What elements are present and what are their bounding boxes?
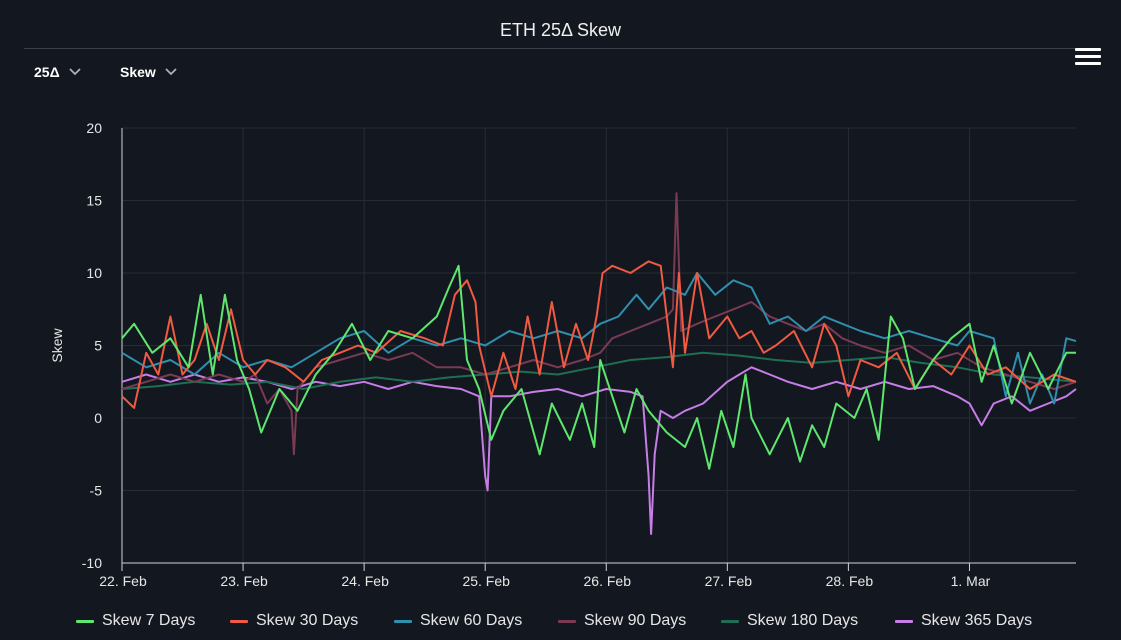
x-tick-label: 24. Feb [341, 573, 389, 589]
legend-swatch [895, 619, 913, 623]
chart-legend: Skew 7 Days Skew 30 Days Skew 60 Days Skew … [0, 612, 1121, 636]
legend-item[interactable]: Skew 365 Days [895, 612, 1032, 630]
title-divider [24, 48, 1076, 49]
legend-label: Skew 365 Days [921, 612, 1033, 629]
legend-label: Skew 60 Days [420, 612, 523, 629]
delta-dropdown-label: 25Δ [34, 64, 60, 80]
legend-swatch [394, 619, 412, 623]
series-line-skew-90-days [121, 192, 1077, 456]
x-tick-label: 28. Feb [826, 573, 874, 589]
y-tick-label: 0 [94, 410, 102, 426]
y-tick-label: 5 [94, 338, 102, 354]
y-tick-label: -5 [90, 483, 103, 499]
x-tick-label: 23. Feb [220, 573, 268, 589]
x-tick-label: 25. Feb [462, 573, 510, 589]
chevron-down-icon [165, 68, 177, 76]
legend-item[interactable]: Skew 30 Days [230, 612, 358, 630]
metric-dropdown-label: Skew [120, 64, 156, 80]
series-line-skew-60-days [121, 272, 1077, 405]
delta-dropdown[interactable]: 25Δ [34, 64, 82, 80]
legend-swatch [230, 619, 248, 623]
legend-label: Skew 7 Days [102, 612, 196, 629]
x-tick-label: 26. Feb [584, 573, 632, 589]
legend-item[interactable]: Skew 90 Days [558, 612, 686, 630]
legend-swatch [721, 619, 739, 623]
chart-title: ETH 25Δ Skew [499, 20, 622, 40]
series-line-skew-7-days [121, 264, 1076, 470]
chevron-down-icon [69, 68, 81, 76]
metric-dropdown[interactable]: Skew [120, 64, 178, 80]
legend-label: Skew 180 Days [747, 612, 859, 629]
x-tick-label: 27. Feb [705, 573, 753, 589]
legend-item[interactable]: Skew 7 Days [76, 612, 195, 630]
legend-item[interactable]: Skew 180 Days [721, 612, 858, 630]
legend-swatch [76, 619, 94, 623]
hamburger-menu-icon[interactable] [1075, 48, 1101, 68]
legend-label: Skew 90 Days [584, 612, 687, 629]
x-tick-label: 1. Mar [951, 573, 991, 589]
y-tick-label: -10 [82, 555, 102, 571]
y-tick-label: 10 [86, 265, 102, 281]
y-axis-label: Skew [49, 327, 65, 362]
legend-item[interactable]: Skew 60 Days [394, 612, 522, 630]
y-tick-label: 15 [86, 193, 102, 209]
series-line-skew-30-days [121, 260, 1077, 409]
y-tick-label: 20 [86, 120, 102, 136]
x-tick-label: 22. Feb [99, 573, 147, 589]
legend-label: Skew 30 Days [256, 612, 359, 629]
legend-swatch [558, 619, 576, 623]
line-chart: -10 -5 0 5 10 15 20 22. Feb 23. Feb 24. Feb 25. Fe… [49, 120, 1077, 589]
series-line-skew-365-days [121, 366, 1077, 535]
